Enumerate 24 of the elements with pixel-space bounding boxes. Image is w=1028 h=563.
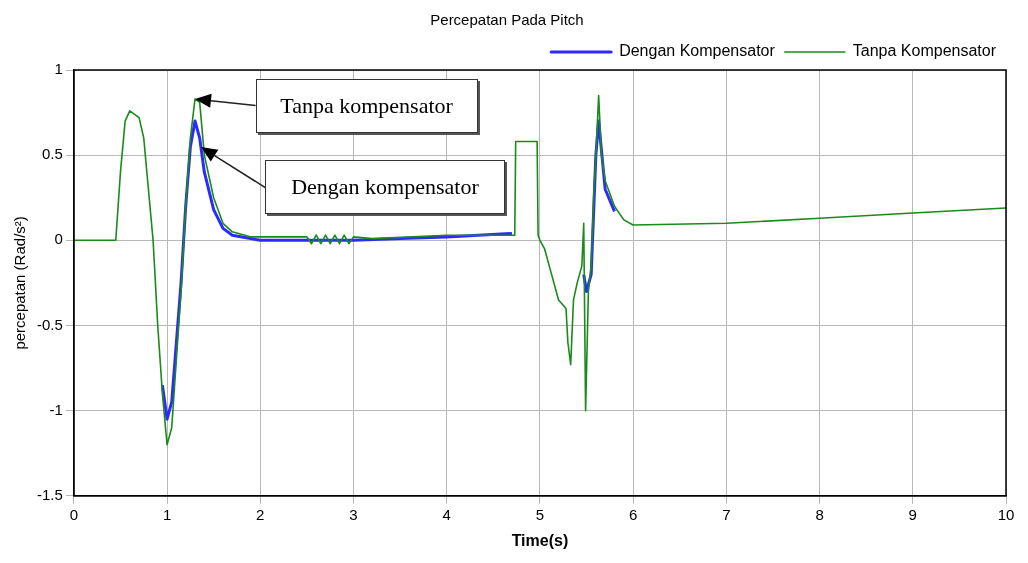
x-tick-label: 4 <box>442 505 451 523</box>
x-tick-label: 10 <box>997 505 1015 523</box>
x-tick-label: 1 <box>162 505 172 523</box>
y-tick-label: 0.5 <box>41 145 63 163</box>
y-tick-label: -0.5 <box>36 315 63 333</box>
x-tick-label: 3 <box>349 505 358 523</box>
x-tick-label: 7 <box>722 505 731 523</box>
x-tick-label: 8 <box>815 505 824 523</box>
y-tick-label: 1 <box>54 60 63 78</box>
x-axis-title: Time(s) <box>511 531 569 549</box>
legend-label: Tanpa Kompensator <box>852 42 997 60</box>
y-axis-title: percepatan (Rad/s²) <box>11 216 29 350</box>
x-tick-label: 5 <box>535 505 545 523</box>
annotation: Dengan kompensator <box>264 160 505 215</box>
x-tick-label: 9 <box>908 505 917 523</box>
chart-title: Percepatan Pada Pitch <box>430 11 584 29</box>
x-tick-label: 2 <box>256 505 265 523</box>
y-tick-label: 0 <box>54 230 63 248</box>
y-tick-label: -1.5 <box>36 485 63 503</box>
x-tick-label: 6 <box>628 505 638 523</box>
y-tick-label: -1 <box>49 400 63 418</box>
annotation: Tanpa kompensator <box>255 78 478 133</box>
legend-label: Dengan Kompensator <box>619 42 776 60</box>
x-tick-label: 0 <box>69 505 79 523</box>
